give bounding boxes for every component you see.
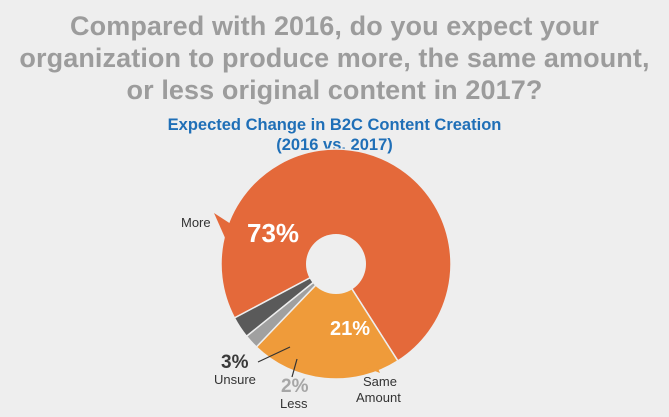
same-amount-slice bbox=[255, 262, 399, 380]
chart-title: Expected Change in B2C Content Creation … bbox=[0, 115, 669, 155]
same-amount-category-label-line2: Amount bbox=[356, 390, 401, 405]
more-callout-pointer bbox=[214, 213, 234, 240]
same-amount-category-label-line1: Same bbox=[363, 374, 397, 389]
same-amount-callout-pointer bbox=[362, 357, 380, 373]
chart-subtitle: (2016 vs. 2017) bbox=[276, 136, 393, 154]
less-leader-line bbox=[291, 358, 298, 378]
chart-title-main: Expected Change in B2C Content Creation bbox=[167, 116, 502, 134]
same-amount-percent-label: 21% bbox=[330, 318, 370, 340]
question-line-3: or less original content in 2017? bbox=[126, 75, 543, 105]
unsure-slice bbox=[233, 263, 337, 338]
unsure-category-label: Unsure bbox=[214, 372, 256, 387]
unsure-percent-label: 3% bbox=[221, 352, 249, 373]
less-percent-label: 2% bbox=[281, 376, 309, 397]
less-category-label: Less bbox=[280, 396, 308, 411]
more-percent-label: 73% bbox=[247, 218, 299, 248]
survey-question: Compared with 2016, do you expect your o… bbox=[0, 10, 669, 106]
unsure-leader-line bbox=[257, 346, 291, 363]
donut-hole bbox=[306, 234, 366, 294]
question-line-2: organization to produce more, the same a… bbox=[19, 43, 650, 73]
more-category-label: More bbox=[181, 215, 211, 230]
question-line-1: Compared with 2016, do you expect your bbox=[70, 11, 599, 41]
